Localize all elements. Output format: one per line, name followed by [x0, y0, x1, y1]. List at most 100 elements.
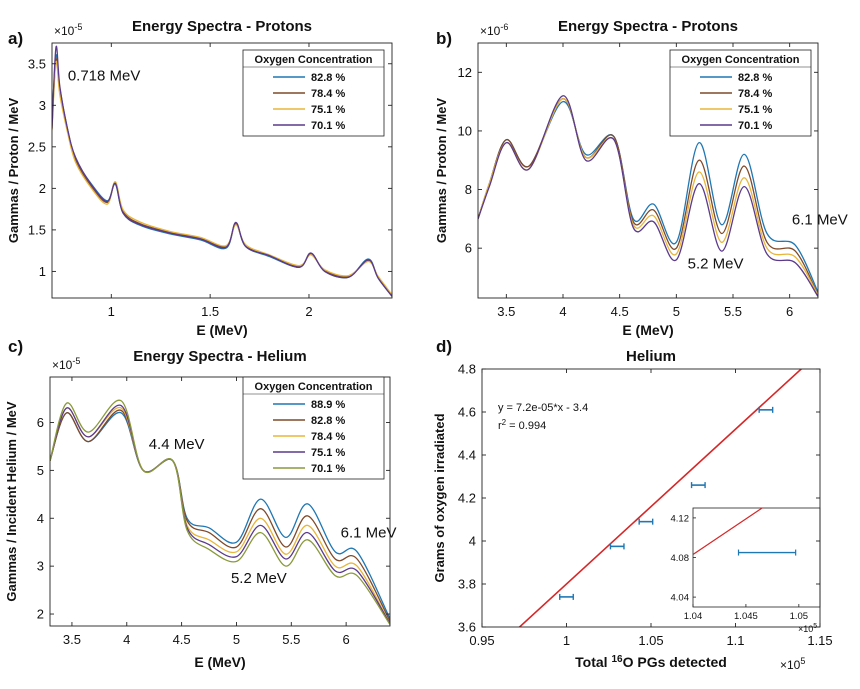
x-axis-label: E (MeV)	[622, 322, 673, 338]
inset: 1.04 1.045 1.05 4.04 4.08 4.12 ×105	[671, 507, 821, 634]
series-line-828	[50, 409, 390, 622]
chart-title: Energy Spectra - Protons	[558, 18, 738, 35]
r2-suffix: = 0.994	[506, 420, 546, 432]
x-tick-label: 4	[123, 632, 130, 647]
y-axis-label: Gammas / Incident Helium / MeV	[4, 401, 19, 601]
inset-y-tick-label: 4.08	[671, 553, 690, 564]
panel-label: d)	[436, 337, 452, 356]
y-tick-label: 3	[37, 559, 44, 574]
x-tick-label: 1.1	[726, 633, 744, 648]
series-line-751	[50, 404, 390, 624]
x-tick-label: 5	[673, 304, 680, 319]
y-tick-label: 10	[458, 123, 472, 138]
inset-y-tick-label: 4.12	[671, 513, 690, 524]
panel-label: c)	[8, 337, 23, 356]
y-tick-label: 4.6	[458, 405, 476, 420]
chart-title: Energy Spectra - Helium	[133, 348, 306, 365]
y-tick-label: 4.4	[458, 448, 476, 463]
x-axis-label: Total 16O PGs detected	[575, 654, 727, 670]
legend-entry: 82.8 %	[311, 415, 345, 427]
r2-sup: 2	[502, 418, 507, 427]
annotation-label: 6.1 MeV	[792, 212, 848, 229]
legend-entry: 78.4 %	[311, 431, 345, 443]
inset-fit-line	[693, 508, 764, 556]
legend-entry: 70.1 %	[311, 120, 345, 132]
x-tick-label: 1	[108, 304, 115, 319]
axis-exponent: ×10-6	[480, 22, 508, 38]
chart-title: Helium	[626, 348, 676, 365]
exponent-power: -5	[72, 356, 80, 366]
x-axis-label: E (MeV)	[194, 654, 245, 670]
series-line-751	[52, 60, 392, 296]
x-tick-label: 6	[343, 632, 350, 647]
fit-equation: y = 7.2e-05*x - 3.4	[498, 402, 588, 414]
y-tick-label: 6	[37, 415, 44, 430]
legend-entry: 88.9 %	[311, 399, 345, 411]
y-axis-label: Grams of oxygen irradiated	[432, 413, 447, 582]
legend-box	[669, 49, 812, 137]
legend-title: Oxygen Concentration	[682, 54, 800, 66]
x-tick-label: 4.5	[173, 632, 191, 647]
x-tick-label: 5.5	[282, 632, 300, 647]
data-point	[609, 543, 625, 550]
x-tick-label: 2	[305, 304, 312, 319]
annotation-label: 0.718 MeV	[68, 67, 141, 84]
annotation-label: 5.2 MeV	[231, 570, 287, 587]
series-group	[478, 95, 818, 297]
exponent-power: -6	[500, 22, 508, 32]
exponent-power: -5	[74, 22, 82, 32]
legend-entry: 82.8 %	[311, 72, 345, 84]
legend: Oxygen Concentration 82.8 % 78.4 % 75.1 % 70…	[669, 49, 812, 137]
r2-prefix: r	[498, 420, 502, 432]
fit-r2: r2 = 0.994	[498, 418, 546, 432]
legend-title: Oxygen Concentration	[255, 381, 373, 393]
series-line-784	[478, 98, 818, 296]
y-tick-label: 5	[37, 463, 44, 478]
legend: Oxygen Concentration 88.9 % 82.8 % 78.4 % 75…	[242, 376, 385, 480]
x-tick-label: 3.5	[497, 304, 515, 319]
x-tick-label: 5.5	[724, 304, 742, 319]
x-tick-label: 5	[233, 632, 240, 647]
panel-c: c) Energy Spectra - Helium ×10-5 3.5 4 4.5 5 5.…	[4, 337, 397, 670]
x-tick-label: 0.95	[469, 633, 494, 648]
series-line-701	[50, 399, 390, 625]
y-tick-label: 3.5	[28, 56, 46, 71]
panel-d: d)Helium×105y = 7.2e-05*x - 3.4r2 = 0.99…	[432, 337, 833, 672]
exponent-base: ×10	[480, 24, 501, 38]
x-tick-label: 1.15	[807, 633, 832, 648]
plot-frame	[49, 376, 391, 627]
x-axis-label-sup: 16	[611, 654, 623, 665]
y-tick-label: 3.8	[458, 577, 476, 592]
legend-entry: 70.1 %	[738, 120, 772, 132]
y-tick-label: 3	[39, 98, 46, 113]
x-tick-label: 1.5	[201, 304, 219, 319]
exponent-base: ×10	[54, 24, 75, 38]
panel-b: b) Energy Spectra - Protons ×10-6 3.5 4 4.5 5 5…	[434, 18, 848, 338]
exponent-power: 5	[813, 623, 817, 630]
x-axis-label-prefix: Total	[575, 654, 611, 670]
exponent-base: ×10	[798, 624, 813, 634]
series-line-701	[478, 95, 818, 297]
x-tick-label: 6	[786, 304, 793, 319]
y-tick-label: 2.5	[28, 139, 46, 154]
annotation-label: 6.1 MeV	[341, 524, 397, 541]
exponent-power: 5	[800, 656, 805, 666]
exponent-base: ×10	[52, 358, 73, 372]
data-point	[690, 482, 706, 489]
series-group	[52, 45, 392, 297]
legend-entry: 75.1 %	[311, 447, 345, 459]
y-tick-label: 4	[37, 511, 44, 526]
annotation-label: 5.2 MeV	[688, 256, 744, 273]
x-exponent: ×105	[780, 656, 805, 672]
panel-a: a) Energy Spectra - Protons ×10-5 1 1.5 2 1 1.5…	[6, 18, 393, 338]
inset-exponent: ×105	[798, 623, 817, 634]
y-tick-label: 1	[39, 264, 46, 279]
legend-title: Oxygen Concentration	[255, 54, 373, 66]
y-tick-label: 8	[465, 182, 472, 197]
axis-exponent: ×10-5	[52, 356, 80, 372]
annotation-label: 4.4 MeV	[149, 436, 205, 453]
y-tick-label: 6	[465, 241, 472, 256]
inset-x-tick-label: 1.04	[684, 611, 703, 622]
x-tick-label: 1.05	[638, 633, 663, 648]
